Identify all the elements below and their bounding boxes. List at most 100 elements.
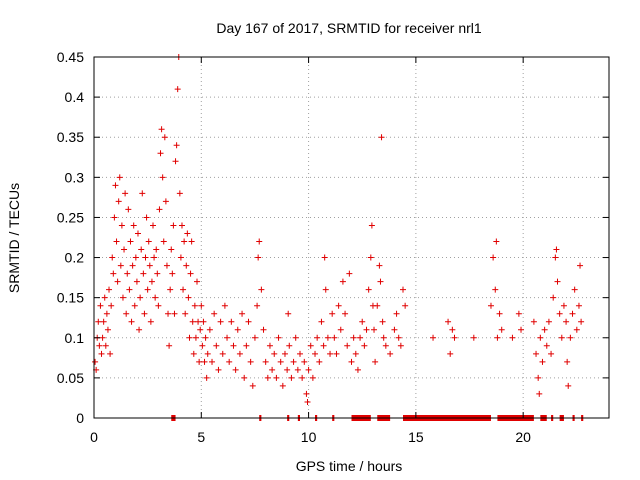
data-point bbox=[123, 310, 130, 317]
data-point bbox=[275, 334, 282, 341]
data-point bbox=[307, 342, 314, 349]
data-point bbox=[251, 334, 258, 341]
data-point bbox=[299, 374, 306, 381]
data-point bbox=[226, 358, 233, 365]
data-point bbox=[564, 358, 571, 365]
data-point bbox=[194, 278, 200, 285]
data-point bbox=[518, 326, 525, 333]
data-point bbox=[168, 246, 175, 253]
data-point bbox=[352, 350, 359, 357]
data-point bbox=[329, 310, 336, 317]
data-point bbox=[111, 214, 118, 221]
data-point bbox=[304, 398, 311, 405]
data-point bbox=[350, 334, 357, 341]
data-point bbox=[335, 302, 342, 309]
x-tick-label: 15 bbox=[408, 429, 424, 445]
y-tick-label: 0 bbox=[76, 410, 84, 426]
y-tick-label: 0.4 bbox=[65, 89, 85, 105]
data-point bbox=[201, 358, 208, 365]
data-point bbox=[136, 326, 143, 333]
data-point bbox=[245, 318, 252, 325]
data-point bbox=[260, 326, 267, 333]
y-tick-label: 0.05 bbox=[57, 370, 84, 386]
data-point bbox=[128, 318, 135, 325]
data-point bbox=[130, 222, 137, 229]
data-point bbox=[496, 310, 503, 317]
data-point bbox=[290, 358, 297, 365]
data-point bbox=[203, 374, 210, 381]
data-point bbox=[490, 254, 497, 261]
data-point bbox=[449, 326, 456, 333]
data-point bbox=[354, 366, 361, 373]
data-point bbox=[487, 302, 494, 309]
data-point bbox=[184, 230, 191, 237]
data-point bbox=[577, 262, 584, 269]
data-point bbox=[376, 262, 383, 269]
data-point bbox=[556, 310, 563, 317]
data-point bbox=[447, 350, 454, 357]
data-point bbox=[269, 366, 276, 373]
data-point bbox=[204, 350, 211, 357]
data-point bbox=[182, 310, 189, 317]
data-point bbox=[133, 278, 140, 285]
data-point bbox=[92, 358, 99, 365]
data-point bbox=[166, 342, 173, 349]
data-point bbox=[188, 238, 195, 245]
data-point bbox=[292, 334, 299, 341]
data-point bbox=[247, 358, 254, 365]
data-point bbox=[141, 310, 148, 317]
data-point bbox=[492, 286, 499, 293]
data-point bbox=[197, 326, 204, 333]
data-point bbox=[129, 262, 136, 269]
data-point bbox=[228, 318, 235, 325]
data-point bbox=[180, 286, 187, 293]
data-point bbox=[393, 310, 400, 317]
x-axis-label: GPS time / hours bbox=[296, 458, 403, 474]
data-point bbox=[114, 278, 121, 285]
data-point bbox=[183, 262, 190, 269]
data-point bbox=[143, 214, 150, 221]
data-point bbox=[139, 190, 146, 197]
data-point bbox=[548, 350, 555, 357]
data-point bbox=[494, 334, 501, 341]
data-point bbox=[230, 342, 237, 349]
data-point bbox=[536, 390, 543, 397]
data-point bbox=[346, 270, 353, 277]
data-point bbox=[167, 286, 174, 293]
data-point bbox=[236, 350, 243, 357]
data-point bbox=[515, 310, 522, 317]
data-point bbox=[344, 342, 351, 349]
data-point bbox=[367, 254, 374, 261]
data-point bbox=[165, 310, 172, 317]
data-point bbox=[285, 310, 292, 317]
data-point bbox=[163, 262, 170, 269]
data-point bbox=[224, 334, 231, 341]
data-point bbox=[331, 334, 338, 341]
data-point bbox=[102, 342, 109, 349]
data-point bbox=[573, 326, 580, 333]
data-point bbox=[550, 294, 557, 301]
data-point bbox=[156, 206, 163, 213]
data-point bbox=[189, 318, 196, 325]
data-point bbox=[309, 374, 316, 381]
data-point bbox=[118, 222, 125, 229]
data-point bbox=[206, 326, 213, 333]
data-point bbox=[318, 318, 325, 325]
data-point bbox=[232, 366, 239, 373]
data-point bbox=[191, 302, 198, 309]
y-tick-label: 0.1 bbox=[65, 330, 85, 346]
data-point bbox=[554, 278, 561, 285]
data-point bbox=[145, 238, 152, 245]
data-point bbox=[430, 334, 437, 341]
data-point bbox=[121, 246, 128, 253]
data-point bbox=[137, 294, 144, 301]
data-point bbox=[172, 158, 179, 165]
chart-title: Day 167 of 2017, SRMTID for receiver nrl… bbox=[216, 20, 482, 36]
data-point bbox=[106, 286, 113, 293]
data-point bbox=[545, 318, 552, 325]
data-point bbox=[108, 302, 115, 309]
data-point bbox=[321, 254, 328, 261]
data-point bbox=[199, 342, 206, 349]
data-point bbox=[176, 190, 183, 197]
data-point bbox=[380, 334, 387, 341]
